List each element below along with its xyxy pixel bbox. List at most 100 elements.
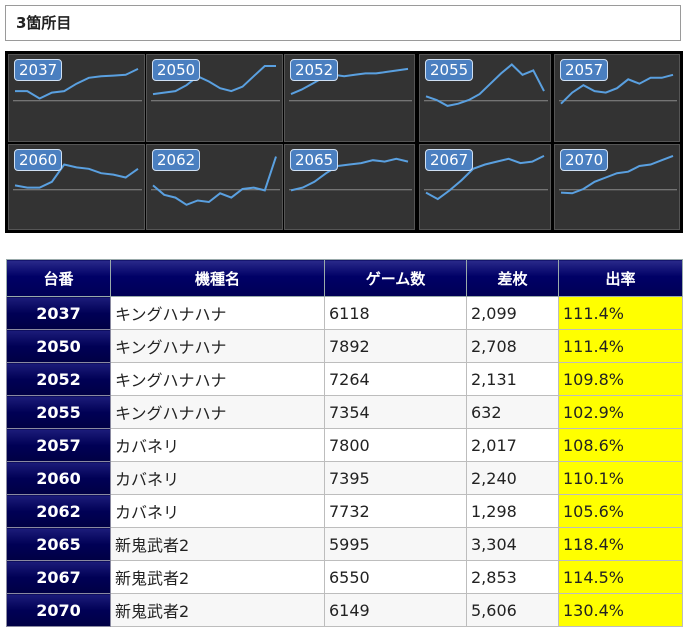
cell-game-count: 7800 (324, 428, 467, 462)
header-payout-rate: 出率 (558, 259, 683, 297)
cell-game-count: 7395 (324, 461, 467, 495)
table-row: 2070 新鬼武者2 6149 5,606 130.4% (6, 593, 683, 627)
cell-machine-name: キングハナハナ (110, 395, 325, 429)
trend-chart (424, 63, 548, 107)
graph-label: 2050 (152, 59, 201, 81)
trend-chart (151, 156, 280, 206)
cell-machine-name: 新鬼武者2 (110, 593, 325, 627)
machine-graph-2065[interactable]: 2065 (284, 144, 415, 230)
cell-machine-number: 2055 (6, 395, 111, 429)
cell-difference: 2,853 (466, 560, 559, 594)
cell-difference: 2,099 (466, 296, 559, 330)
table-row: 2065 新鬼武者2 5995 3,304 118.4% (6, 527, 683, 561)
table-row: 2052 キングハナハナ 7264 2,131 109.8% (6, 362, 683, 396)
cell-difference: 3,304 (466, 527, 559, 561)
trend-chart (289, 67, 412, 102)
trend-chart (559, 154, 677, 195)
cell-payout-rate: 111.4% (558, 296, 683, 330)
machine-data-table: 台番 機種名 ゲーム数 差枚 出率 2037 キングハナハナ 6118 2,099 11… (6, 259, 683, 627)
cell-payout-rate: 130.4% (558, 593, 683, 627)
table-row: 2067 新鬼武者2 6550 2,853 114.5% (6, 560, 683, 594)
trend-chart (13, 67, 142, 102)
trend-line (425, 63, 545, 107)
header-machine-number: 台番 (6, 259, 111, 297)
cell-payout-rate: 111.4% (558, 329, 683, 363)
graph-label: 2037 (14, 59, 63, 81)
machine-graph-2060[interactable]: 2060 (8, 144, 145, 230)
trend-line (15, 67, 139, 100)
trend-chart (13, 163, 142, 191)
trend-chart (559, 73, 677, 105)
cell-machine-name: カバネリ (110, 461, 325, 495)
cell-machine-name: カバネリ (110, 428, 325, 462)
cell-machine-number: 2067 (6, 560, 111, 594)
cell-payout-rate: 114.5% (558, 560, 683, 594)
cell-game-count: 7264 (324, 362, 467, 396)
trend-chart (289, 157, 412, 192)
cell-machine-name: カバネリ (110, 494, 325, 528)
cell-machine-number: 2062 (6, 494, 111, 528)
cell-payout-rate: 110.1% (558, 461, 683, 495)
cell-game-count: 7732 (324, 494, 467, 528)
graph-label: 2057 (560, 59, 609, 81)
cell-difference: 5,606 (466, 593, 559, 627)
machine-graph-2070[interactable]: 2070 (554, 144, 680, 230)
cell-game-count: 6149 (324, 593, 467, 627)
graph-label: 2062 (152, 149, 201, 171)
cell-payout-rate: 105.6% (558, 494, 683, 528)
cell-game-count: 6550 (324, 560, 467, 594)
section-title: 3箇所目 (5, 5, 681, 41)
cell-difference: 2,131 (466, 362, 559, 396)
cell-game-count: 5995 (324, 527, 467, 561)
table-row: 2057 カバネリ 7800 2,017 108.6% (6, 428, 683, 462)
table-header-row: 台番 機種名 ゲーム数 差枚 出率 (6, 259, 683, 297)
trend-line (290, 67, 409, 96)
cell-difference: 632 (466, 395, 559, 429)
table-row: 2037 キングハナハナ 6118 2,099 111.4% (6, 296, 683, 330)
cell-machine-number: 2050 (6, 329, 111, 363)
graph-label: 2055 (425, 59, 474, 81)
table-row: 2055 キングハナハナ 7354 632 102.9% (6, 395, 683, 429)
trend-line (425, 154, 545, 201)
cell-difference: 2,240 (466, 461, 559, 495)
cell-difference: 2,708 (466, 329, 559, 363)
trend-line (152, 156, 277, 206)
machine-graph-2067[interactable]: 2067 (419, 144, 551, 230)
cell-machine-number: 2065 (6, 527, 111, 561)
graph-label: 2060 (14, 149, 63, 171)
cell-machine-number: 2052 (6, 362, 111, 396)
cell-machine-number: 2070 (6, 593, 111, 627)
machine-graph-2037[interactable]: 2037 (8, 54, 145, 142)
header-machine-name: 機種名 (110, 259, 325, 297)
trend-chart (151, 65, 280, 102)
table-row: 2050 キングハナハナ 7892 2,708 111.4% (6, 329, 683, 363)
cell-machine-name: 新鬼武者2 (110, 560, 325, 594)
trend-line (290, 157, 409, 192)
cell-machine-name: キングハナハナ (110, 362, 325, 396)
machine-graph-2052[interactable]: 2052 (284, 54, 415, 142)
machine-graph-2062[interactable]: 2062 (146, 144, 283, 230)
cell-machine-name: キングハナハナ (110, 329, 325, 363)
cell-game-count: 6118 (324, 296, 467, 330)
cell-machine-name: キングハナハナ (110, 296, 325, 330)
trend-chart (424, 154, 548, 201)
cell-machine-name: 新鬼武者2 (110, 527, 325, 561)
graph-label: 2070 (560, 149, 609, 171)
machine-graph-2055[interactable]: 2055 (419, 54, 551, 142)
graph-label: 2067 (425, 149, 474, 171)
cell-machine-number: 2060 (6, 461, 111, 495)
graph-label: 2065 (290, 149, 339, 171)
cell-machine-number: 2037 (6, 296, 111, 330)
machine-graph-2050[interactable]: 2050 (146, 54, 283, 142)
trend-line (14, 163, 139, 189)
cell-game-count: 7892 (324, 329, 467, 363)
table-row: 2062 カバネリ 7732 1,298 105.6% (6, 494, 683, 528)
cell-difference: 1,298 (466, 494, 559, 528)
cell-payout-rate: 108.6% (558, 428, 683, 462)
cell-difference: 2,017 (466, 428, 559, 462)
machine-graph-2057[interactable]: 2057 (554, 54, 680, 142)
trend-line (560, 154, 674, 195)
trend-line (560, 73, 674, 105)
cell-payout-rate: 102.9% (558, 395, 683, 429)
machine-graph-grid: 2037 2050 2052 2055 2057 2060 2062 2065 2067 2070 (5, 51, 683, 233)
